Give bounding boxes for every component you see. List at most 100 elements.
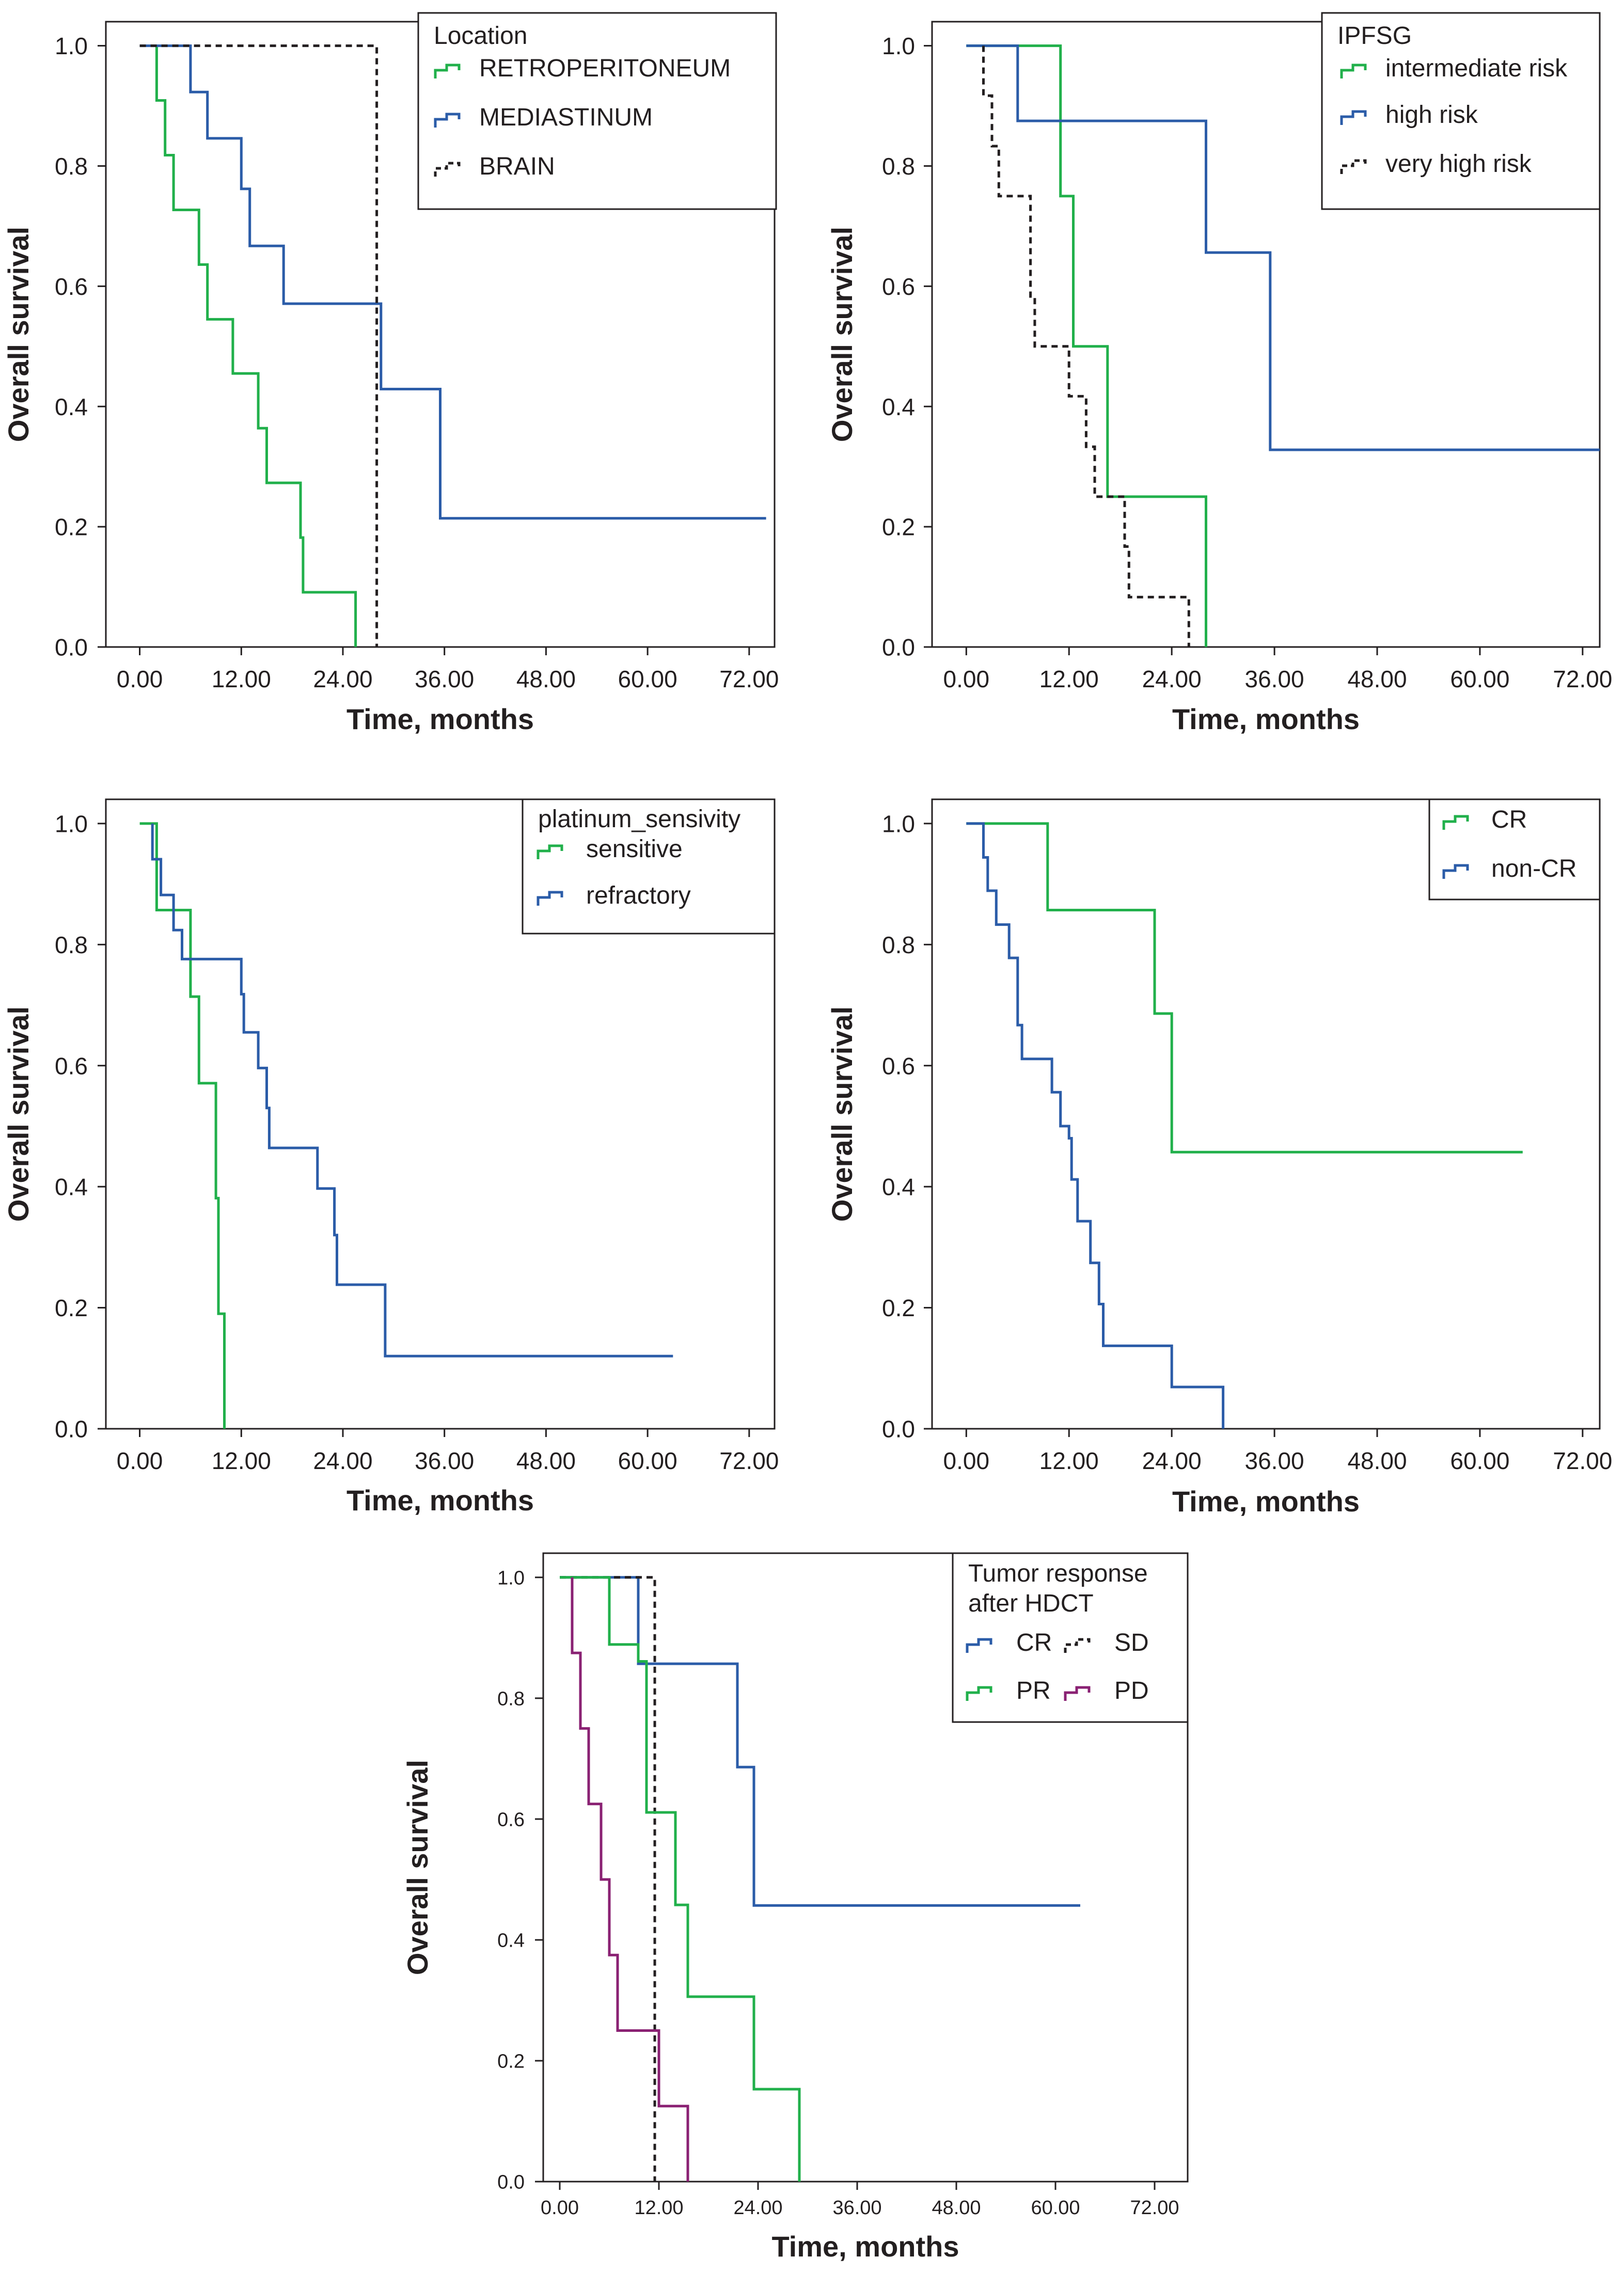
x-tick-label: 60.00: [1450, 1447, 1509, 1474]
series-line-retroperitoneum: [155, 45, 357, 647]
y-tick-label: 0.2: [882, 514, 915, 541]
series-line-cr: [966, 822, 1523, 1154]
legend-label: refractory: [586, 882, 691, 909]
x-axis-title: Time, months: [346, 703, 534, 735]
legend-title: Location: [434, 22, 527, 50]
y-tick-label: 0.0: [882, 634, 915, 661]
legend-label: non-CR: [1491, 855, 1576, 882]
x-axis-title: Time, months: [346, 1484, 534, 1517]
x-tick-label: 36.00: [1245, 1447, 1304, 1474]
series-line-cr: [560, 1576, 1080, 1907]
legend-label: SD: [1114, 1629, 1149, 1656]
y-tick-label: 0.4: [497, 1930, 525, 1952]
y-tick-label: 0.2: [497, 2051, 525, 2073]
legend-symbol: [1064, 1686, 1091, 1701]
y-tick-label: 0.8: [55, 932, 88, 958]
legend-symbol: [1442, 864, 1469, 879]
y-axis-title: Overall survival: [401, 1760, 434, 1975]
y-tick-label: 0.0: [497, 2172, 525, 2193]
chart-tumor-response: 0.00 12.00 24.00 36.00 48.00 60.00 72.00 0.0 0.2…: [401, 1552, 1189, 2263]
y-axis-title: Overall survival: [826, 227, 858, 442]
x-tick-label: 24.00: [313, 1447, 372, 1474]
y-tick-label: 0.4: [882, 393, 915, 420]
x-tick-label: 24.00: [733, 2197, 782, 2219]
x-tick-label: 24.00: [1142, 666, 1202, 692]
series-line-non-cr: [966, 822, 1225, 1429]
legend: IPFSG intermediate risk high risk very high…: [1321, 12, 1601, 210]
x-tick-label: 72.00: [1553, 1447, 1612, 1474]
y-tick-label: 0.0: [55, 1416, 88, 1443]
legend-label: MEDIASTINUM: [479, 104, 653, 131]
legend-label: PR: [1016, 1677, 1051, 1704]
x-tick-label: 60.00: [618, 666, 677, 692]
x-tick-label: 72.00: [719, 666, 779, 692]
legend-title: Tumor response: [968, 1560, 1148, 1587]
series-line-high-risk: [966, 44, 1600, 451]
legend-label: PD: [1114, 1677, 1149, 1704]
x-tick-label: 24.00: [1142, 1447, 1202, 1474]
y-tick-label: 1.0: [55, 33, 88, 59]
y-tick-label: 0.0: [55, 634, 88, 661]
x-tick-label: 72.00: [1130, 2197, 1179, 2219]
y-tick-label: 0.2: [55, 1295, 88, 1321]
plot-frame: [931, 798, 1601, 1430]
x-tick-label: 48.00: [1347, 1447, 1407, 1474]
x-tick-label: 72.00: [1553, 666, 1612, 692]
plot-frame: [105, 798, 776, 1430]
x-tick-label: 36.00: [415, 666, 474, 692]
legend-symbol: [434, 113, 461, 128]
x-tick-label: 12.00: [634, 2197, 683, 2219]
y-tick-label: 0.4: [882, 1174, 915, 1201]
x-tick-label: 36.00: [1245, 666, 1304, 692]
legend-label: CR: [1016, 1629, 1052, 1656]
x-tick-label: 12.00: [1039, 1447, 1099, 1474]
legend-symbol: [537, 891, 563, 906]
series-line-intermediate-risk: [966, 44, 1207, 647]
x-tick-label: 60.00: [1450, 666, 1509, 692]
y-tick-label: 0.8: [882, 932, 915, 958]
x-tick-label: 12.00: [1039, 666, 1099, 692]
legend-symbol: [1442, 815, 1469, 830]
legend-label: RETROPERITONEUM: [479, 55, 731, 82]
legend-title: after HDCT: [968, 1590, 1094, 1617]
legend-symbol: [966, 1638, 992, 1653]
legend-symbol: [966, 1686, 992, 1701]
y-tick-label: 1.0: [497, 1567, 525, 1589]
x-tick-label: 36.00: [832, 2197, 881, 2219]
legend-symbol: [537, 844, 563, 859]
legend-symbol: [1340, 159, 1367, 174]
y-tick-label: 0.6: [882, 1052, 915, 1079]
legend: Tumor response after HDCT CR SD PR PD: [952, 1552, 1189, 1723]
chart-cr: 0.00 12.00 24.00 36.00 48.00 60.00 72.00 0.0 0.2…: [826, 798, 1612, 1518]
series-line-pr: [560, 1576, 801, 2182]
legend-title: platinum_sensivity: [538, 806, 740, 833]
x-tick-label: 36.00: [415, 1447, 474, 1474]
x-tick-label: 0.00: [943, 666, 990, 692]
y-tick-label: 0.4: [55, 1174, 88, 1201]
legend-label: sensitive: [586, 835, 683, 863]
legend: Location RETROPERITONEUM MEDIASTINUM BRAIN: [417, 12, 777, 210]
x-tick-label: 12.00: [212, 1447, 271, 1474]
y-tick-label: 0.8: [55, 153, 88, 180]
chart-platinum: 0.00 12.00 24.00 36.00 48.00 60.00 72.00 0.0 0.2…: [2, 798, 779, 1517]
y-tick-label: 0.2: [55, 514, 88, 541]
legend-title: IPFSG: [1337, 22, 1412, 50]
y-tick-label: 0.0: [882, 1416, 915, 1443]
series-line-sensitive: [139, 822, 226, 1429]
series-line-very-high-risk: [982, 45, 1190, 647]
legend-symbol: [434, 162, 461, 177]
x-tick-label: 0.00: [541, 2197, 579, 2219]
y-tick-label: 0.6: [497, 1809, 525, 1831]
x-tick-label: 48.00: [516, 1447, 576, 1474]
legend-symbol: [434, 64, 461, 78]
legend: CR non-CR: [1428, 798, 1601, 901]
legend-box: [417, 12, 777, 210]
y-tick-label: 1.0: [882, 810, 915, 837]
x-tick-label: 72.00: [719, 1447, 779, 1474]
chart-ipfsg: 0.00 12.00 24.00 36.00 48.00 60.00 72.00 0.0 0.2…: [826, 12, 1612, 735]
legend-label: BRAIN: [479, 153, 555, 180]
x-tick-label: 0.00: [117, 666, 163, 692]
x-tick-label: 0.00: [117, 1447, 163, 1474]
